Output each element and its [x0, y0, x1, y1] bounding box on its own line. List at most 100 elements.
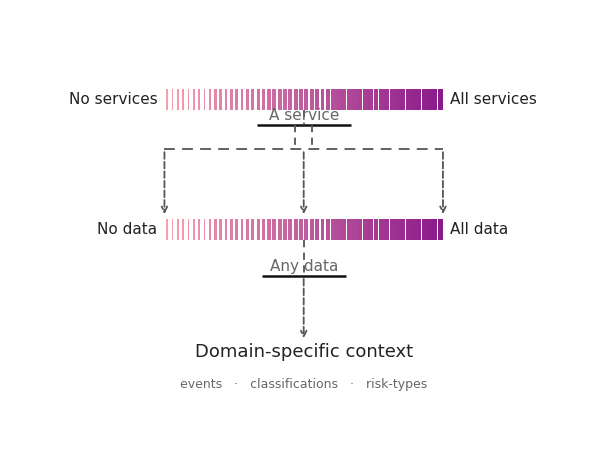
Bar [427, 219, 432, 240]
Bar [315, 89, 319, 110]
Bar [368, 219, 373, 240]
Bar [272, 89, 276, 110]
Bar [310, 219, 313, 240]
Bar [341, 89, 346, 110]
Bar [315, 219, 319, 240]
Bar [390, 89, 394, 110]
Bar [363, 219, 368, 240]
Bar [390, 219, 394, 240]
Bar [411, 89, 416, 110]
Bar [278, 89, 281, 110]
Bar [395, 219, 400, 240]
Bar [225, 219, 227, 240]
Bar [172, 89, 173, 110]
Bar [166, 219, 168, 240]
Bar [347, 219, 352, 240]
Bar [432, 219, 437, 240]
Text: Any data: Any data [269, 259, 338, 274]
Bar [272, 219, 276, 240]
Bar [432, 89, 437, 110]
Bar [193, 89, 194, 110]
Bar [326, 219, 330, 240]
Bar [177, 219, 179, 240]
Bar [422, 219, 426, 240]
Bar [331, 89, 336, 110]
Bar [294, 89, 298, 110]
Bar [246, 89, 249, 110]
Bar [321, 219, 324, 240]
Bar [352, 219, 357, 240]
Bar [373, 219, 379, 240]
Bar [257, 89, 260, 110]
Bar [331, 219, 336, 240]
Bar [384, 89, 389, 110]
Bar [288, 219, 292, 240]
Bar [166, 89, 168, 110]
Bar [373, 89, 379, 110]
Bar [199, 89, 200, 110]
Bar [278, 219, 281, 240]
Bar [406, 89, 411, 110]
Bar [225, 89, 227, 110]
Bar [230, 219, 233, 240]
Bar [283, 219, 287, 240]
Bar [193, 219, 194, 240]
Bar [251, 219, 254, 240]
Bar [182, 89, 184, 110]
Bar [352, 89, 357, 110]
Text: events   ·   classifications   ·   risk-types: events · classifications · risk-types [180, 378, 427, 391]
Bar [299, 219, 303, 240]
Bar [321, 89, 324, 110]
Bar [219, 219, 222, 240]
Bar [368, 89, 373, 110]
Bar [241, 89, 243, 110]
Bar [182, 219, 184, 240]
Bar [214, 219, 217, 240]
Bar [246, 219, 249, 240]
Bar [363, 89, 368, 110]
Bar [208, 89, 211, 110]
Bar [379, 89, 384, 110]
Bar [262, 89, 265, 110]
Bar [236, 89, 238, 110]
Bar [283, 89, 287, 110]
Bar [257, 219, 260, 240]
Bar [411, 219, 416, 240]
Bar [358, 89, 362, 110]
Bar [219, 89, 222, 110]
Bar [304, 219, 308, 240]
Bar [438, 219, 443, 240]
Bar [262, 219, 265, 240]
Bar [267, 89, 271, 110]
Text: No data: No data [97, 222, 158, 237]
Bar [204, 89, 205, 110]
Bar [236, 219, 238, 240]
Bar [310, 89, 313, 110]
Bar [208, 219, 211, 240]
Bar [416, 219, 422, 240]
Bar [267, 219, 271, 240]
Bar [188, 89, 189, 110]
Bar [204, 219, 205, 240]
Bar [288, 89, 292, 110]
Bar [326, 89, 330, 110]
Bar [294, 219, 298, 240]
Bar [214, 89, 217, 110]
Text: All data: All data [450, 222, 508, 237]
Bar [341, 219, 346, 240]
Bar [416, 89, 422, 110]
Text: No services: No services [69, 92, 158, 107]
Bar [400, 89, 405, 110]
Bar [336, 89, 341, 110]
Bar [379, 219, 384, 240]
Text: Domain-specific context: Domain-specific context [194, 343, 413, 361]
Bar [299, 89, 303, 110]
Bar [438, 89, 443, 110]
Bar [384, 219, 389, 240]
Text: All services: All services [450, 92, 537, 107]
Bar [347, 89, 352, 110]
Bar [400, 219, 405, 240]
Bar [304, 89, 308, 110]
Bar [251, 89, 254, 110]
Text: A service: A service [269, 108, 339, 123]
